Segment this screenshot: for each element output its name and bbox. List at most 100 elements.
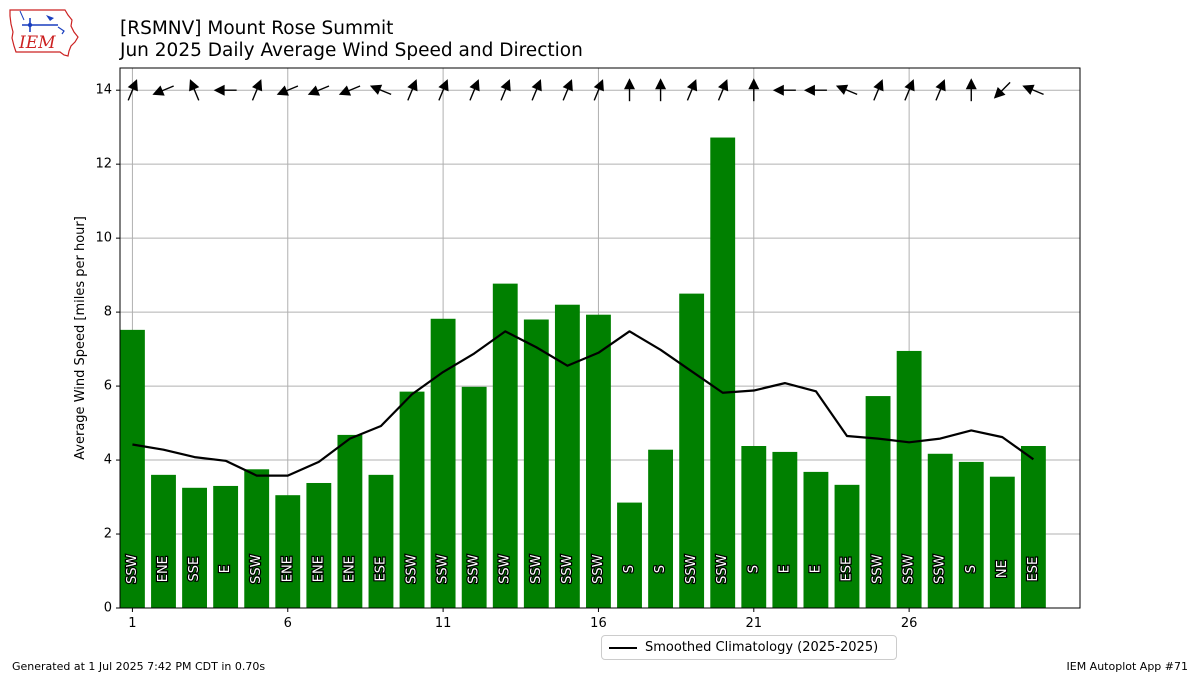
wind-arrow <box>152 85 174 96</box>
wind-arrow <box>965 78 977 102</box>
chart-legend: Smoothed Climatology (2025-2025) <box>601 635 897 660</box>
direction-label: S <box>622 565 637 573</box>
direction-label: E <box>808 565 823 573</box>
iem-logo: IEM <box>8 6 80 62</box>
wind-bar <box>120 329 145 608</box>
chart-title: [RSMNV] Mount Rose Summit <box>120 18 394 39</box>
wind-arrow-head <box>965 78 977 90</box>
direction-label: S <box>964 565 979 573</box>
x-tick-label: 21 <box>746 616 763 631</box>
wind-arrow <box>407 79 418 101</box>
x-tick-label: 11 <box>435 616 452 631</box>
wind-arrow-head <box>407 79 418 92</box>
wind-arrow-head <box>655 78 667 90</box>
direction-label: ESE <box>373 557 388 582</box>
wind-arrow-head <box>127 79 138 92</box>
direction-label: SSW <box>529 554 544 584</box>
chart-subtitle: Jun 2025 Daily Average Wind Speed and Di… <box>120 40 583 61</box>
wind-arrow-head <box>624 78 636 90</box>
y-tick-label: 10 <box>95 231 112 246</box>
wind-bar <box>803 471 829 608</box>
wind-arrow-head <box>803 84 815 96</box>
direction-label: ENE <box>156 556 171 582</box>
wind-bar <box>182 487 207 608</box>
legend-line-swatch <box>609 647 637 649</box>
wind-bar <box>958 461 984 608</box>
direction-label: ESE <box>839 557 854 582</box>
wind-arrow <box>127 79 138 101</box>
wind-arrow-head <box>748 78 760 90</box>
x-tick-label: 6 <box>284 616 292 631</box>
app-label: IEM Autoplot App #71 <box>1066 660 1189 673</box>
direction-label: SSW <box>498 554 513 584</box>
wind-bar <box>368 474 394 608</box>
wind-bar <box>896 350 922 608</box>
direction-label: ENE <box>280 556 295 582</box>
wind-arrow-head <box>469 79 480 92</box>
generated-timestamp: Generated at 1 Jul 2025 7:42 PM CDT in 0… <box>12 660 266 673</box>
wind-arrow <box>873 79 884 101</box>
y-tick-label: 6 <box>104 379 112 394</box>
wind-arrow <box>686 79 698 101</box>
direction-label: ENE <box>342 556 357 582</box>
wind-arrow-head <box>593 79 604 92</box>
y-tick-label: 12 <box>95 157 112 172</box>
wind-arrow-head <box>152 85 165 96</box>
wind-arrow <box>772 84 796 96</box>
wind-arrow <box>904 79 915 101</box>
wind-arrow <box>935 79 946 101</box>
wind-arrow <box>500 79 511 101</box>
wind-bar <box>586 314 611 608</box>
wind-arrow <box>189 79 200 101</box>
legend-label: Smoothed Climatology (2025-2025) <box>645 640 879 655</box>
direction-label: SSW <box>125 554 140 584</box>
wind-bar <box>648 449 674 608</box>
direction-label: SSW <box>933 554 948 584</box>
wind-arrow-head <box>904 79 915 92</box>
wind-bar <box>865 396 891 608</box>
wind-bar <box>617 502 642 608</box>
y-tick-label: 4 <box>104 453 112 468</box>
wind-bar <box>772 451 798 608</box>
y-tick-label: 8 <box>104 305 112 320</box>
wind-arrow <box>276 85 299 96</box>
y-tick-label: 0 <box>104 601 112 616</box>
x-tick-label: 26 <box>901 616 918 631</box>
wind-arrow <box>531 79 542 101</box>
wind-arrow-head <box>935 79 946 92</box>
wind-arrow <box>369 84 392 96</box>
wind-arrow <box>717 79 729 101</box>
direction-label: S <box>653 565 668 573</box>
wind-bar <box>554 304 580 608</box>
wind-arrow-head <box>835 84 849 95</box>
y-tick-label: 14 <box>95 83 112 98</box>
direction-label: SSW <box>405 554 420 584</box>
x-tick-label: 16 <box>590 616 607 631</box>
wind-arrow-head <box>562 79 573 92</box>
wind-arrow-head <box>772 84 784 96</box>
wind-bar <box>927 453 953 608</box>
wind-bar <box>306 482 332 608</box>
wind-arrow <box>213 84 237 96</box>
wind-arrow-head <box>500 79 511 92</box>
wind-arrow-head <box>369 84 383 95</box>
wind-arrow <box>307 85 330 96</box>
wind-bar <box>989 476 1015 608</box>
direction-label: NE <box>995 560 1010 578</box>
wind-arrow <box>438 79 449 101</box>
direction-label: SSW <box>902 554 917 584</box>
direction-label: SSE <box>187 557 202 582</box>
direction-label: E <box>218 565 233 573</box>
direction-label: S <box>746 565 761 573</box>
wind-arrow <box>338 85 361 96</box>
wind-arrow <box>1022 84 1044 96</box>
direction-label: E <box>777 565 792 573</box>
wind-bar <box>399 391 425 608</box>
wind-bar <box>1020 446 1046 608</box>
wind-bar <box>834 484 860 608</box>
wind-bar <box>275 495 301 608</box>
wind-bar <box>337 434 363 608</box>
wind-arrow <box>748 78 760 102</box>
direction-label: SSW <box>871 554 886 584</box>
wind-arrow <box>624 78 636 102</box>
